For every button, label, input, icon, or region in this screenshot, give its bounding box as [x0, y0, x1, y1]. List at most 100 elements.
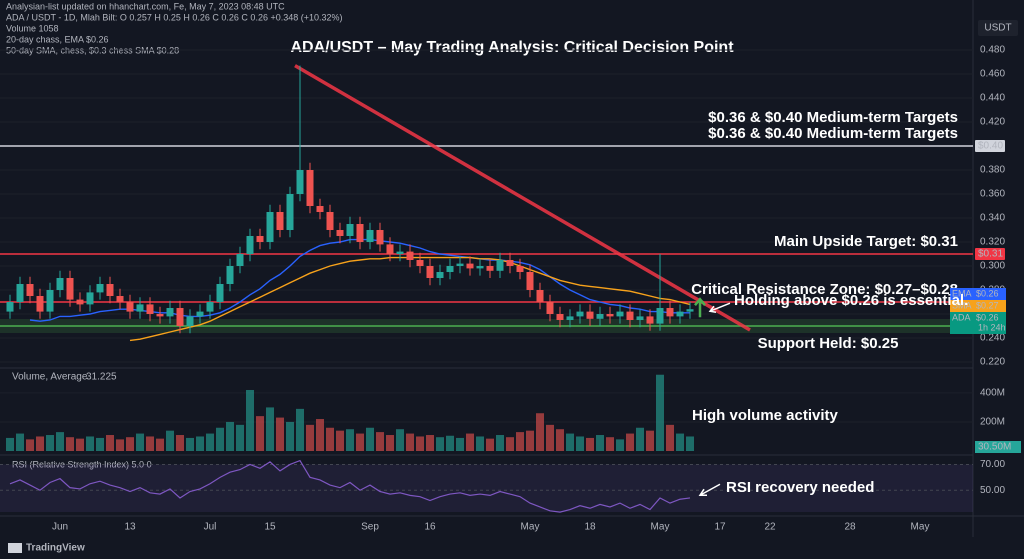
rsi-tick-label: 50.00 — [980, 485, 1005, 496]
volume-bar — [606, 437, 614, 451]
candle-body — [406, 251, 414, 260]
y-tick-label: 0.460 — [980, 69, 1005, 80]
candle-body — [536, 290, 544, 302]
candle-body — [456, 263, 464, 266]
candle-body — [276, 212, 284, 230]
candle-body — [586, 311, 594, 319]
volume-bar — [396, 429, 404, 451]
volume-bar — [546, 424, 554, 451]
price-tag-name: ADA — [952, 312, 971, 322]
volume-bar — [246, 389, 254, 451]
candle-body — [416, 260, 424, 266]
price-tag-sub: 1h 24h — [978, 322, 1006, 332]
volume-bar — [406, 433, 414, 451]
candle-body — [306, 170, 314, 206]
y-tick-label: 0.420 — [980, 117, 1005, 128]
volume-bar — [236, 424, 244, 451]
volume-bar — [166, 430, 174, 451]
x-tick-label: 22 — [764, 522, 776, 533]
volume-bar — [136, 433, 144, 451]
x-tick-label: May — [651, 522, 670, 533]
rsi-arrow — [698, 483, 721, 496]
x-tick-label: 28 — [844, 522, 856, 533]
annotation: High volume activity — [692, 407, 839, 424]
candle-body — [46, 290, 54, 312]
candle-body — [96, 284, 104, 293]
candle-body — [336, 230, 344, 236]
candle-body — [266, 212, 274, 242]
price-tag-box — [950, 312, 1006, 334]
volume-bar — [486, 438, 494, 451]
price-tag-value: $0.26 — [976, 312, 999, 322]
volume-bar — [456, 437, 464, 451]
volume-tag: 30.50M — [978, 442, 1011, 453]
candle-body — [636, 316, 644, 320]
volume-bar — [16, 433, 24, 451]
candle-body — [226, 266, 234, 284]
annotation: $0.36 & $0.40 Medium-term Targets — [708, 125, 958, 142]
candle-body — [546, 302, 554, 314]
x-tick-label: May — [911, 522, 930, 533]
volume-bar — [536, 413, 544, 451]
volume-bar — [326, 427, 334, 451]
candle-body — [396, 251, 404, 254]
candle-body — [616, 311, 624, 317]
candle-body — [296, 170, 304, 194]
annotation: Holding above $0.26 is essential. — [734, 292, 968, 309]
candle-body — [626, 311, 634, 320]
candle-body — [56, 278, 64, 290]
volume-bar — [556, 429, 564, 451]
header: Analysian-list updated on hhanchart.com,… — [6, 1, 285, 11]
candle-body — [16, 284, 24, 302]
level-tag-box — [975, 140, 1005, 152]
candle-body — [76, 299, 84, 305]
volume-bar — [656, 374, 664, 451]
logo — [8, 543, 22, 553]
candle-body — [236, 254, 244, 266]
volume-bar — [6, 437, 14, 451]
volume-bar — [276, 417, 284, 451]
volume-bar — [676, 433, 684, 451]
candle-body — [426, 266, 434, 278]
volume-bar — [626, 433, 634, 451]
volume-bar — [46, 435, 54, 451]
legend-line: Volume 1058 — [6, 23, 59, 33]
volume-bar — [446, 435, 454, 451]
candle-body — [376, 230, 384, 245]
arrow-up — [694, 297, 706, 318]
currency: USDT — [984, 23, 1011, 34]
volume-bar — [506, 437, 514, 451]
x-tick-label: Jul — [204, 522, 217, 533]
level-tag: $0.40 — [978, 141, 1003, 152]
volume-bar — [466, 433, 474, 451]
annotation: Support Held: $0.25 — [758, 335, 899, 352]
candle-body — [596, 314, 604, 319]
candle-body — [566, 316, 574, 320]
volume-bar — [266, 407, 274, 451]
candle-body — [476, 266, 484, 269]
volume-bar — [426, 435, 434, 451]
arrow-left — [708, 302, 731, 313]
price-tag-value: $0.27 — [976, 300, 999, 310]
legend-line: ADA / USDT - 1D, Mlah Bilt: O 0.257 H 0.… — [6, 12, 343, 22]
volume-bar — [336, 430, 344, 451]
x-tick-label: 18 — [584, 522, 596, 533]
volume-bar — [496, 435, 504, 451]
volume-bar — [416, 436, 424, 451]
volume-bar — [616, 439, 624, 451]
rsi-tick-label: 70.00 — [980, 459, 1005, 470]
volume-bar — [106, 435, 114, 451]
volume-bar — [346, 429, 354, 451]
volume-bar — [116, 439, 124, 451]
volume-title: Volume, Average — [12, 372, 88, 383]
candle-body — [26, 284, 34, 296]
volume-bar — [36, 436, 44, 451]
candle-body — [66, 278, 74, 300]
candle-body — [286, 194, 294, 230]
x-tick-label: 17 — [714, 522, 726, 533]
candle-body — [516, 266, 524, 272]
volume-bar — [316, 419, 324, 451]
volume-tag-box — [975, 441, 1021, 453]
